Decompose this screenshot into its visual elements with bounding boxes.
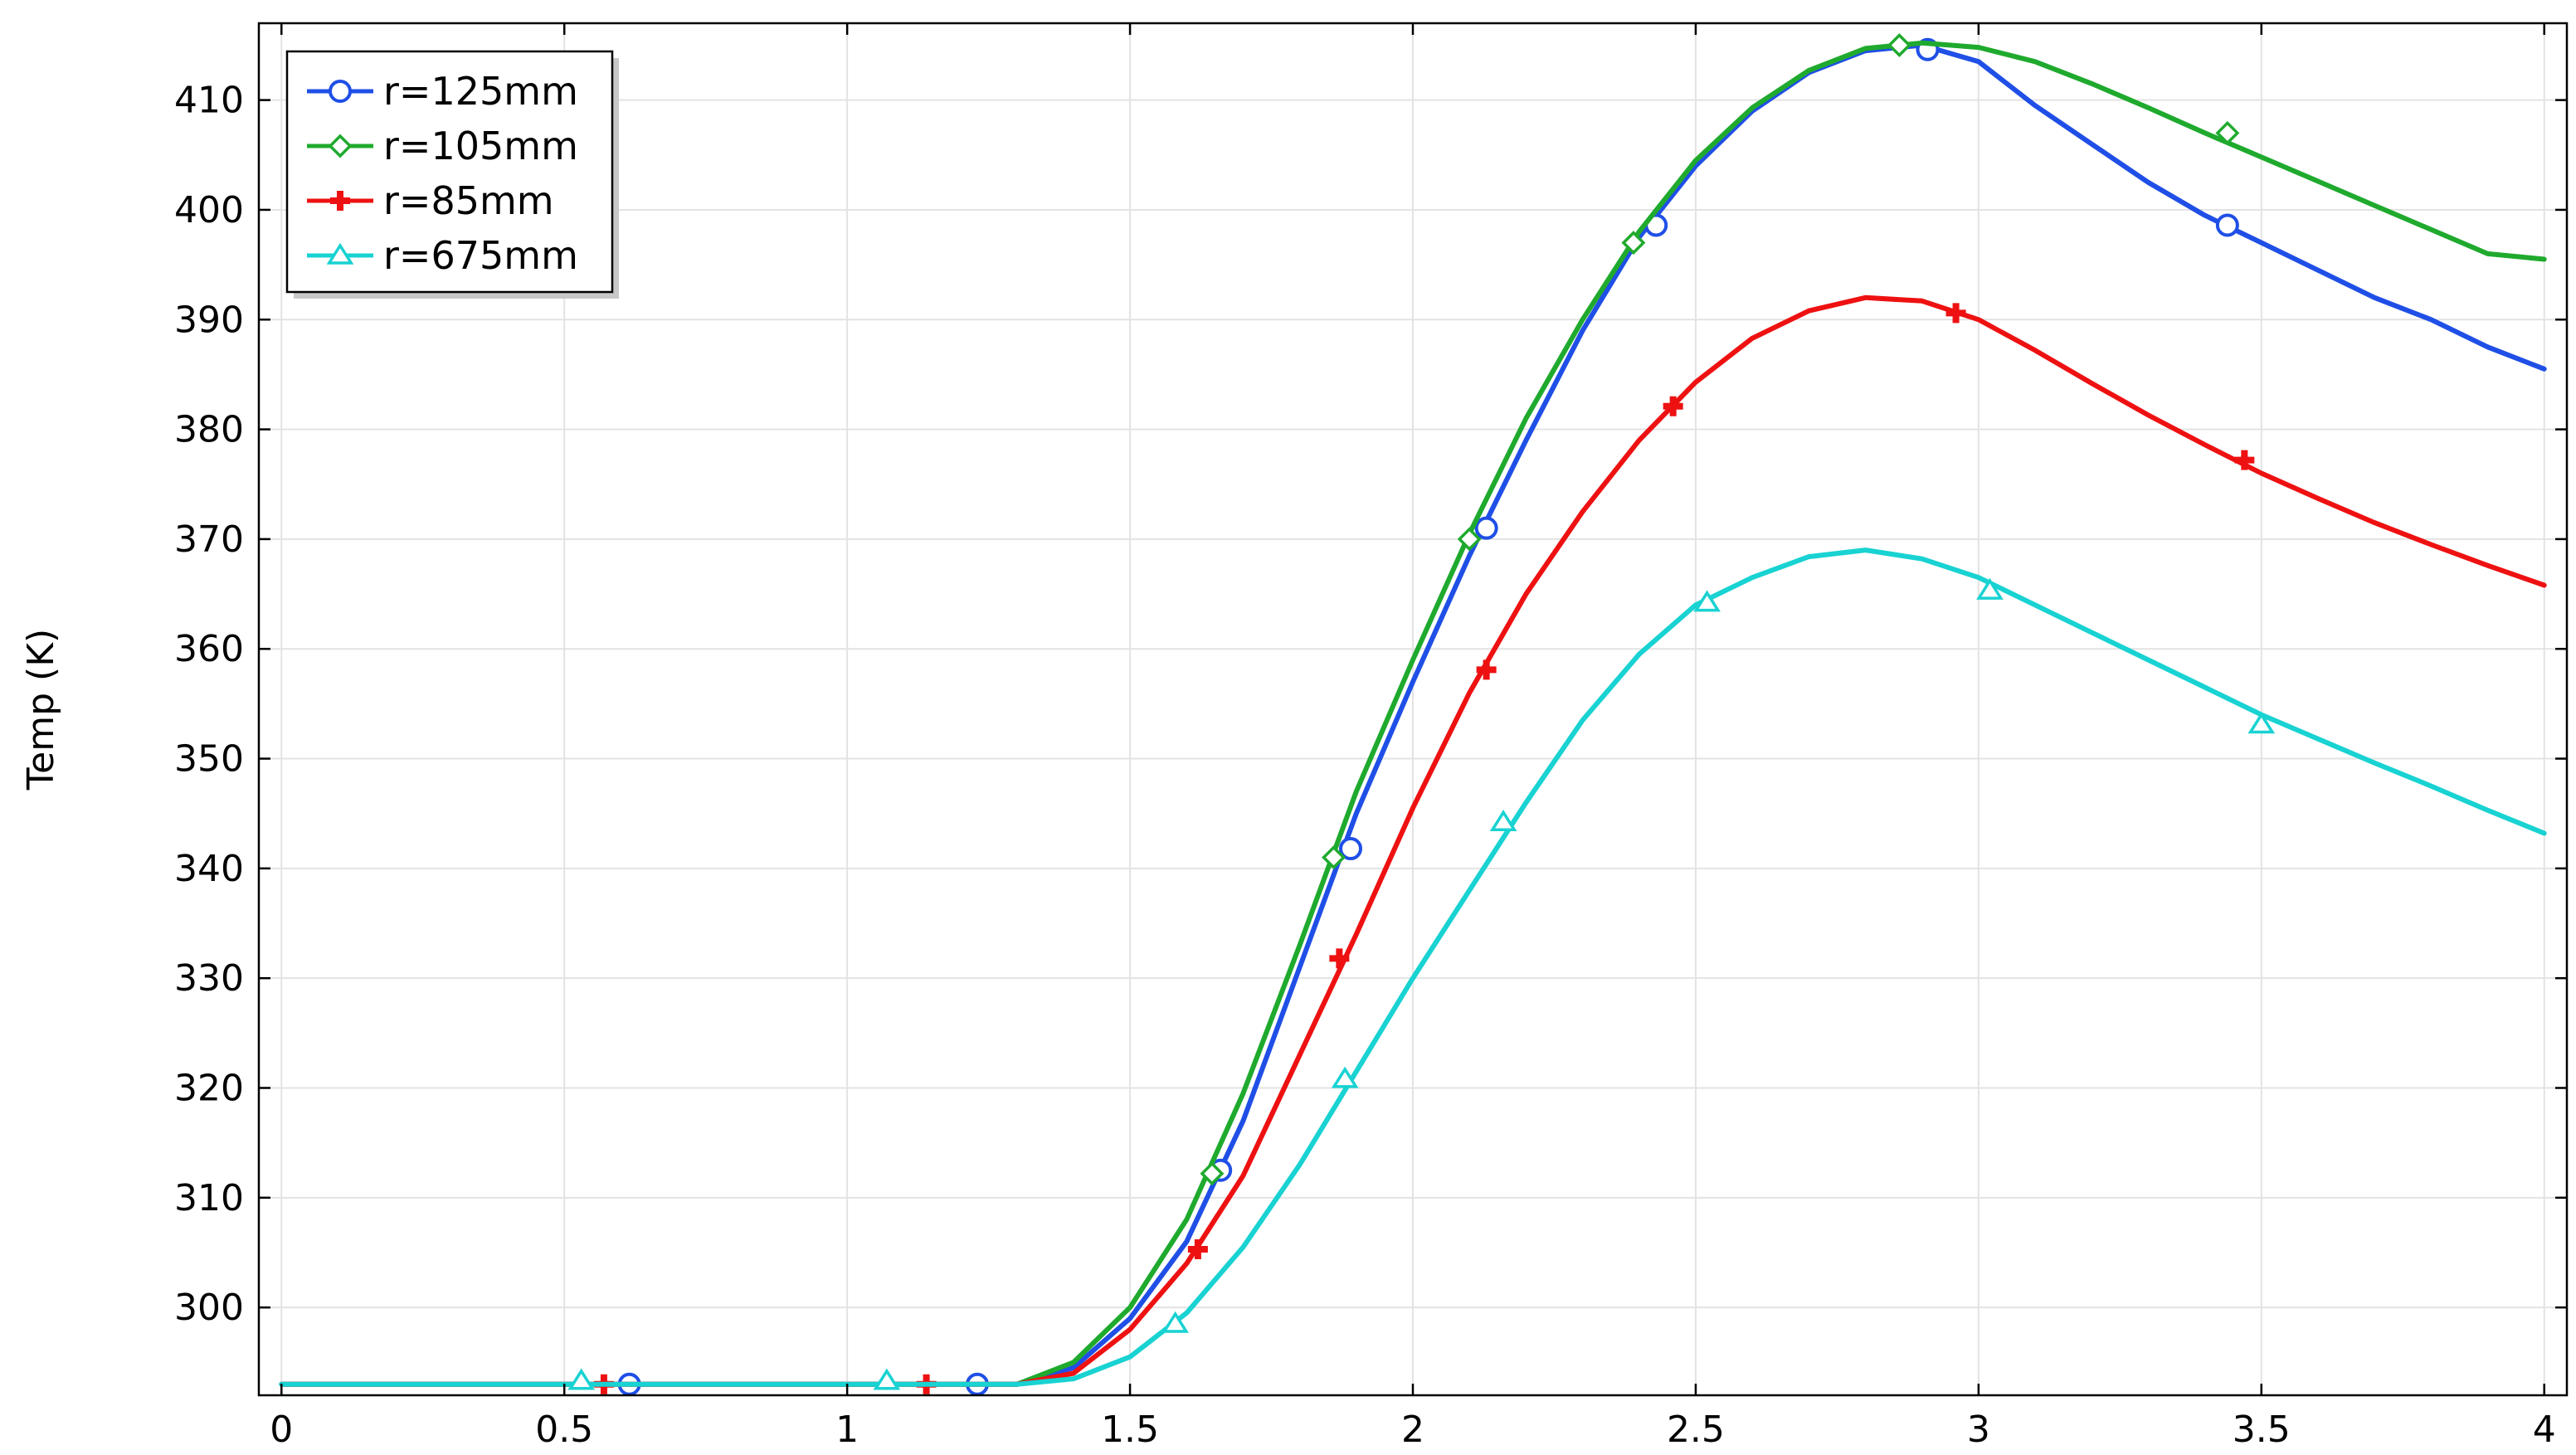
legend-entry: r=105mm — [307, 124, 578, 168]
data-point-triangle — [1976, 577, 2004, 600]
data-point-triangle — [2247, 712, 2276, 734]
data-point-triangle — [873, 1368, 901, 1390]
x-tick-label: 4 — [2533, 1409, 2556, 1451]
data-point-circle — [1474, 516, 1498, 540]
data-point-plus — [330, 191, 350, 211]
legend-entry: r=85mm — [307, 178, 554, 223]
data-point-plus — [1663, 396, 1683, 416]
y-tick-label: 400 — [174, 189, 244, 231]
data-point-circle — [2215, 213, 2239, 237]
data-point-diamond — [1621, 231, 1646, 255]
legend-label: r=675mm — [383, 233, 578, 278]
legend-label: r=105mm — [383, 124, 578, 168]
data-point-triangle — [1489, 810, 1517, 832]
legend-label: r=125mm — [383, 69, 578, 114]
data-point-diamond — [2215, 120, 2240, 145]
data-point-plus — [2234, 450, 2255, 470]
x-tick-label: 0 — [270, 1409, 293, 1451]
y-tick-label: 310 — [174, 1177, 244, 1219]
legend: r=125mm r=105mm r=85mm r=675mm — [285, 50, 619, 299]
y-tick-label: 390 — [174, 299, 244, 341]
data-point-plus — [1329, 948, 1350, 969]
x-tick-label: 2 — [1401, 1409, 1424, 1451]
data-point-diamond — [1200, 1161, 1225, 1186]
series-line — [279, 547, 2547, 1387]
y-tick-label: 380 — [174, 409, 244, 451]
data-point-triangle — [567, 1368, 596, 1390]
y-tick-label: 410 — [174, 80, 244, 122]
data-point-diamond — [1887, 32, 1911, 57]
x-tick-label: 2.5 — [1667, 1409, 1725, 1451]
y-tick-label: 330 — [174, 957, 244, 1000]
data-point-triangle — [1161, 1311, 1189, 1333]
data-point-diamond — [1457, 527, 1482, 552]
x-tick-label: 3.5 — [2233, 1409, 2291, 1451]
y-axis-label: Temp (K) — [20, 629, 62, 791]
y-tick-label: 300 — [174, 1287, 244, 1329]
data-point-triangle — [1331, 1066, 1359, 1088]
data-point-triangle — [1693, 590, 1721, 612]
data-point-plus — [1187, 1239, 1208, 1260]
x-tick-label: 1.5 — [1101, 1409, 1159, 1451]
x-tick-label: 0.5 — [535, 1409, 593, 1451]
x-tick-label: 3 — [1967, 1409, 1990, 1451]
y-tick-label: 340 — [174, 848, 244, 890]
data-point-diamond — [328, 134, 353, 158]
data-point-plus — [1945, 303, 1966, 324]
data-point-circle — [329, 80, 352, 103]
data-point-triangle — [326, 242, 354, 265]
y-tick-label: 320 — [174, 1068, 244, 1110]
y-tick-label: 350 — [174, 738, 244, 781]
legend-label: r=85mm — [383, 178, 554, 223]
legend-items: r=125mm r=105mm r=85mm r=675mm — [307, 69, 578, 278]
legend-entry: r=125mm — [307, 69, 578, 114]
series-layer — [279, 32, 2547, 1396]
series-r=675mm — [279, 547, 2547, 1390]
legend-entry: r=675mm — [307, 233, 578, 278]
axis-ticks: 0 0.5 1 1.5 2 2.5 3 3.5 4 300 310 320 330 340 350 360 37… — [174, 23, 2567, 1451]
data-point-diamond — [1322, 845, 1346, 870]
y-tick-label: 370 — [174, 518, 244, 561]
data-point-circle — [1338, 837, 1362, 861]
data-point-plus — [1476, 659, 1497, 680]
x-tick-label: 1 — [835, 1409, 859, 1451]
y-tick-label: 360 — [174, 628, 244, 670]
